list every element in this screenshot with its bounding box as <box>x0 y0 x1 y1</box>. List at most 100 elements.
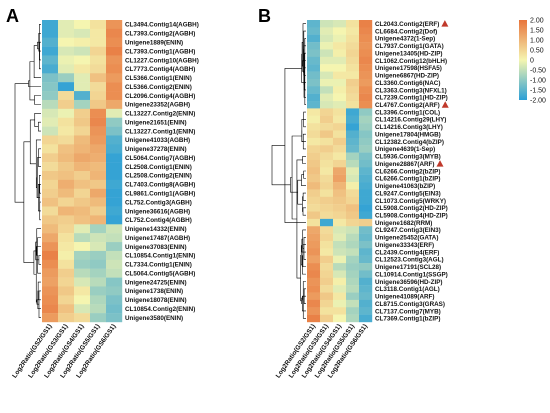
row-label: CL2043.Contig2(ERF) <box>375 21 439 28</box>
dendrogram-branch <box>14 83 29 203</box>
heatmap-cell <box>74 82 91 92</box>
heatmap-cell <box>346 248 360 256</box>
panel-label: B <box>258 6 271 26</box>
heatmap-cell <box>42 277 59 287</box>
heatmap-cell <box>74 215 91 225</box>
heatmap-cell <box>333 314 347 323</box>
heatmap-cell <box>320 263 334 271</box>
legend-tick-label: -0.50 <box>530 68 546 75</box>
heatmap-cell <box>307 101 321 109</box>
heatmap-cell <box>333 101 347 109</box>
row-label: CL2508.Contig2(ENIN) <box>125 173 192 180</box>
heatmap-cell <box>90 135 107 145</box>
color-legend: 2.00 1.50 1.00 0.50 0 -0.50 -1.00 -1.50 -2.00 <box>519 18 546 105</box>
heatmap-cell <box>106 126 123 136</box>
row-label: CL2439.Contig4(ERF) <box>375 249 439 256</box>
heatmap-cell <box>106 55 123 65</box>
heatmap-cell <box>307 137 321 146</box>
heatmap-cell <box>74 126 91 136</box>
heatmap-cell <box>333 27 347 35</box>
heatmap-cell <box>74 197 91 207</box>
heatmap-cell <box>74 20 91 30</box>
heatmap-cell <box>359 174 373 183</box>
dendrogram-branch <box>38 290 41 318</box>
heatmap-cell <box>307 34 321 43</box>
heatmap-cell <box>42 233 59 243</box>
heatmap-cell <box>307 204 321 212</box>
heatmap-cell <box>58 135 75 145</box>
heatmap-cell <box>58 82 75 92</box>
heatmap-cell <box>74 179 91 189</box>
row-label: CL7334.Contig1(ENIN) <box>125 262 192 269</box>
heatmap-cell <box>359 255 373 264</box>
heatmap-cell <box>106 64 123 74</box>
heatmap-cell <box>106 99 123 110</box>
heatmap-panel-A: A CL3494.Contig14(AGBH) CL7393.Contig2(AGB… <box>6 6 199 380</box>
heatmap-cell <box>346 108 360 116</box>
heatmap-cell <box>58 37 75 47</box>
heatmap-cell <box>359 42 373 50</box>
heatmap-cell <box>42 46 59 56</box>
heatmap-cell <box>359 189 373 197</box>
heatmap-cell <box>106 82 123 92</box>
heatmap-cell <box>320 108 334 116</box>
heatmap-cell <box>307 277 321 286</box>
heatmap-cell <box>74 28 91 38</box>
row-label: CL3363.Contig3(NFXL1) <box>375 87 447 94</box>
heatmap-cell <box>106 242 123 252</box>
heatmap-cell <box>106 73 123 83</box>
heatmap-cell <box>106 197 123 207</box>
heatmap-cell <box>74 91 91 101</box>
heatmap-cell <box>74 162 91 172</box>
dendrogram-branch <box>34 95 41 105</box>
heatmap-cell <box>42 197 59 207</box>
heatmap-cell <box>58 126 75 136</box>
heatmap-cell <box>74 153 91 163</box>
legend-tick-label: 0 <box>530 58 534 65</box>
heatmap-cell <box>90 73 107 83</box>
heatmap-cell <box>320 189 334 197</box>
heatmap-cell <box>333 130 347 139</box>
heatmap-cell <box>333 123 347 131</box>
heatmap-cell <box>307 78 321 87</box>
heatmap-cell <box>359 277 373 286</box>
heatmap-cell <box>106 171 123 181</box>
row-label: CL13227.Contig2(ENIN) <box>125 111 195 118</box>
heatmap-cell <box>42 126 59 136</box>
row-label: CL6684.Contig2(Dof) <box>375 28 437 35</box>
dendrogram-branch <box>29 119 37 165</box>
row-label: Unigene18078(ENIN) <box>125 297 187 304</box>
heatmap-cell <box>359 64 373 72</box>
heatmap-cell <box>320 130 334 139</box>
heatmap-cell <box>346 270 360 279</box>
heatmap-cell <box>74 250 91 261</box>
heatmap-cell <box>359 20 373 28</box>
heatmap-cell <box>333 49 347 58</box>
heatmap-cell <box>42 82 59 92</box>
heatmap-cell <box>58 55 75 65</box>
heatmap-cell <box>106 224 123 234</box>
heatmap-cell <box>106 206 123 216</box>
heatmap-cell <box>333 270 347 279</box>
heatmap-cell <box>320 78 334 87</box>
heatmap-cell <box>42 268 59 278</box>
heatmap-cell <box>320 218 334 227</box>
heatmap-cell <box>90 277 107 287</box>
heatmap-cell <box>359 167 373 175</box>
dendrogram-branch <box>33 250 37 275</box>
heatmap-cell <box>359 152 373 161</box>
row-label: CL3118.Contig1(AGL) <box>375 286 440 293</box>
heatmap-cell <box>346 71 360 80</box>
row-label: Unigene25452(GATA) <box>375 235 438 242</box>
flag-triangle-icon <box>441 20 449 27</box>
heatmap-cell <box>359 71 373 80</box>
heatmap-cell <box>90 91 107 101</box>
row-label: CL10854.Contig1(ENIN) <box>125 253 195 260</box>
heatmap-cell <box>320 248 334 256</box>
heatmap-cell <box>333 86 347 94</box>
heatmap-cell <box>346 86 360 94</box>
heatmap-cell <box>74 117 91 127</box>
row-label: CL5064.Contig7(AGBH) <box>125 155 195 162</box>
heatmap-cell <box>346 189 360 197</box>
heatmap-cell <box>106 233 123 243</box>
